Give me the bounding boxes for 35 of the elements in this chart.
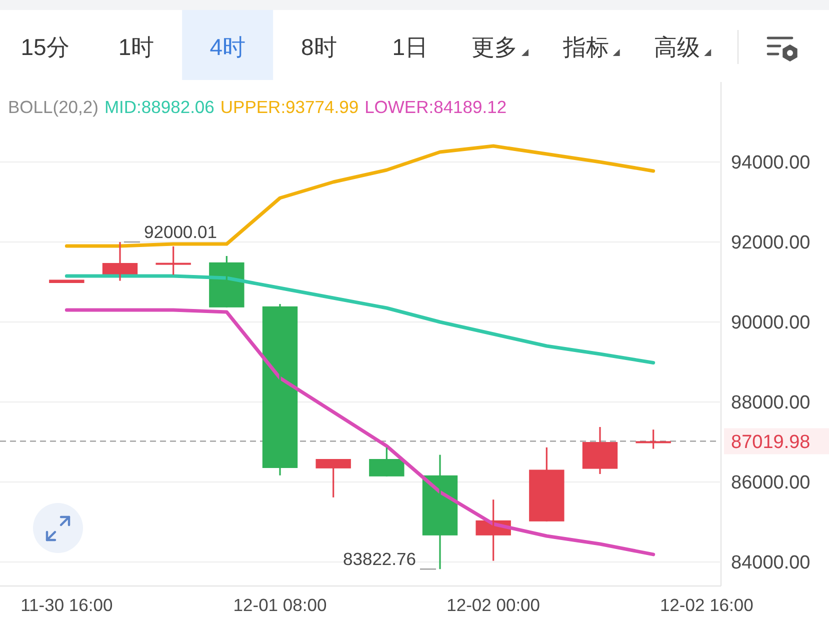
text: 15分 [20, 34, 70, 60]
y-tick-label: 86000.00 [731, 472, 810, 494]
x-tick-label: 12-02 00:00 [446, 595, 540, 616]
candlestick [529, 446, 564, 522]
text: 87019.98 [731, 432, 810, 453]
legend-title: BOLL(20,2) [8, 97, 98, 118]
x-tick-label: 12-01 08:00 [233, 595, 327, 616]
x-tick-label: 12-02 16:00 [660, 595, 754, 616]
x-tick-label: 11-30 16:00 [20, 595, 113, 616]
annotation: 83822.76 [343, 549, 416, 570]
text: 更多 [472, 34, 518, 60]
text: 1日 [392, 34, 428, 60]
line-series [64, 144, 656, 248]
candlestick [262, 303, 298, 476]
y-tick-label: 84000.00 [731, 552, 810, 574]
text: UPPER:93774.99 [220, 97, 359, 118]
line-series [64, 274, 656, 364]
text: 高级 [654, 34, 700, 60]
candlestick [369, 446, 404, 478]
text: 4时 [210, 34, 246, 60]
text: 指标 [562, 34, 609, 60]
text: 8时 [301, 34, 337, 60]
y-tick-label: 90000.00 [731, 312, 810, 334]
candlestick [156, 246, 191, 276]
y-tick-label: 88000.00 [731, 392, 810, 414]
text: 1时 [118, 34, 154, 60]
text: MID:88982.06 [104, 97, 214, 118]
y-tick-label: 94000.00 [731, 152, 810, 174]
candlestick [636, 428, 671, 450]
candlestick [49, 280, 84, 283]
text: LOWER:84189.12 [364, 97, 507, 118]
y-tick-label: 92000.00 [731, 232, 810, 254]
candlestick [316, 458, 351, 498]
candlestick [582, 426, 618, 475]
annotation: 92000.01 [144, 222, 217, 242]
